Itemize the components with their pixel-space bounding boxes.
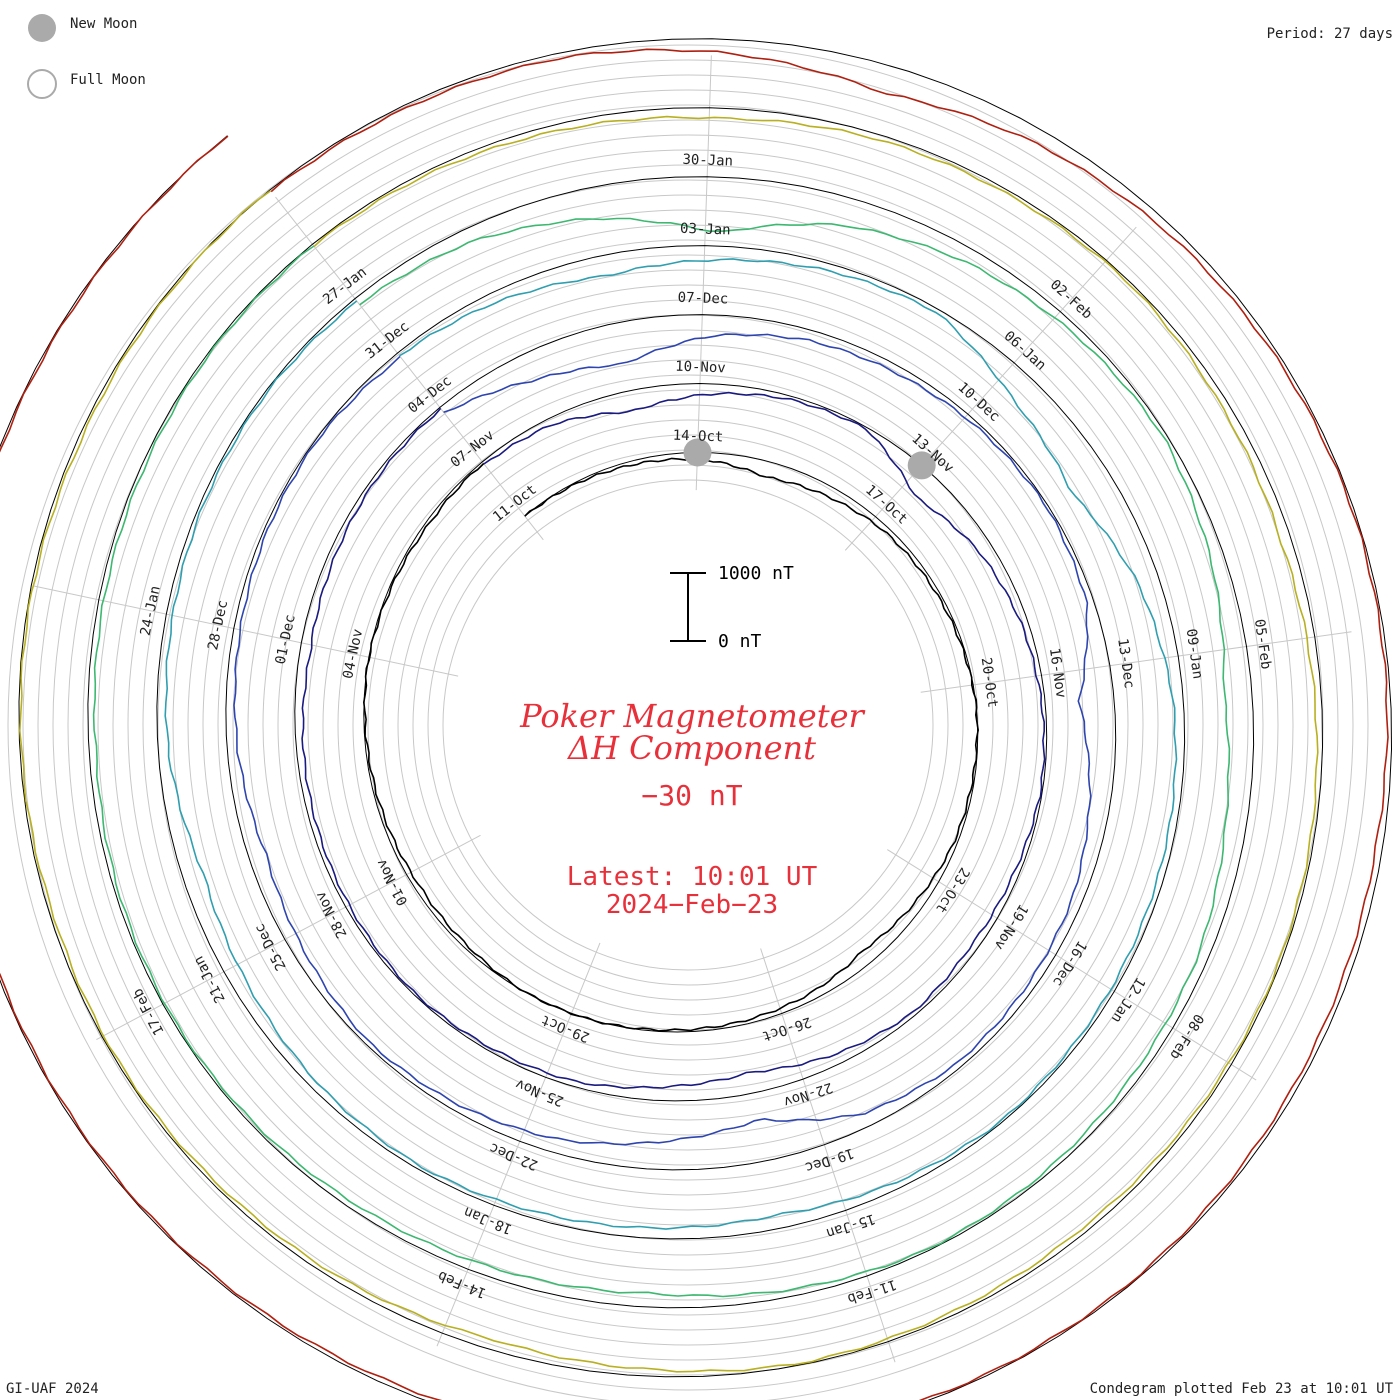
radial-line xyxy=(844,226,1137,551)
radial-day-lines xyxy=(32,55,1352,1363)
date-label: 17-Feb xyxy=(130,986,168,1038)
latest-time: Latest: 10:01 UT xyxy=(567,862,818,892)
radial-line xyxy=(275,196,544,541)
magnetometer-traces xyxy=(0,38,1393,1400)
date-label: 20-Oct xyxy=(978,656,1001,708)
date-label: 01-Dec xyxy=(273,613,299,666)
grid-circle xyxy=(322,359,1054,1091)
date-label: 08-Feb xyxy=(1166,1011,1206,1062)
date-label: 05-Feb xyxy=(1251,618,1274,670)
radial-line xyxy=(920,631,1352,693)
trace-turn-6 xyxy=(18,115,1319,1373)
trace-turn-3 xyxy=(233,333,1092,1146)
date-label: 13-Dec xyxy=(1114,637,1137,689)
date-label: 10-Nov xyxy=(675,359,726,377)
date-label: 10-Dec xyxy=(954,379,1002,425)
date-label: 22-Dec xyxy=(487,1139,540,1173)
grid-circle xyxy=(37,74,1339,1376)
grid-circle xyxy=(52,89,1324,1361)
grid-circle xyxy=(82,119,1294,1331)
full-moon-legend-label: Full Moon xyxy=(70,72,146,88)
grid-circle xyxy=(427,464,949,986)
grid-circle xyxy=(202,239,1174,1211)
grid-circle xyxy=(262,299,1114,1151)
trace-turn-4 xyxy=(164,258,1178,1230)
new-moon-marker xyxy=(907,451,936,480)
date-label: 12-Jan xyxy=(1108,974,1148,1025)
grid-circles xyxy=(7,44,1369,1400)
grid-circle xyxy=(142,179,1234,1271)
period-label: Period: 27 days xyxy=(1267,26,1393,42)
radial-line xyxy=(695,55,712,491)
grid-circle xyxy=(22,59,1354,1391)
grid-circle xyxy=(172,209,1204,1241)
grid-circle xyxy=(112,149,1264,1301)
date-label: 11-Oct xyxy=(490,482,540,526)
baseline-spiral xyxy=(0,38,1393,1400)
date-label: 28-Dec xyxy=(205,599,231,652)
new-moon-legend-icon xyxy=(28,14,56,42)
grid-circle xyxy=(292,329,1084,1121)
date-label: 07-Nov xyxy=(448,427,498,471)
grid-circle xyxy=(157,194,1219,1256)
grid-circle xyxy=(217,254,1159,1196)
grid-circle xyxy=(67,104,1309,1346)
grid-circle xyxy=(307,344,1069,1106)
grid-circle xyxy=(7,44,1369,1400)
scale-bottom-label: 0 nT xyxy=(718,631,762,652)
date-label: 04-Nov xyxy=(340,627,366,680)
date-label: 07-Dec xyxy=(677,290,728,308)
date-label: 02-Feb xyxy=(1047,277,1095,323)
date-label: 14-Feb xyxy=(436,1267,489,1301)
new-moon-marker xyxy=(683,438,712,467)
date-label: 03-Jan xyxy=(680,221,731,239)
radial-line xyxy=(887,849,1257,1081)
trace-turn-5 xyxy=(92,217,1231,1298)
grid-circle xyxy=(337,374,1039,1076)
date-label: 09-Jan xyxy=(1183,628,1206,680)
chart-title: Poker Magnetometer xyxy=(519,697,865,735)
scale-top-label: 1000 nT xyxy=(718,563,794,584)
date-label: 01-Nov xyxy=(374,856,412,908)
radial-line xyxy=(760,948,896,1363)
grid-circle xyxy=(187,224,1189,1226)
date-label: 25-Dec xyxy=(252,921,290,973)
chart-subtitle: ΔH Component xyxy=(566,729,816,767)
date-label: 14-Oct xyxy=(672,428,723,446)
date-label: 25-Nov xyxy=(513,1075,566,1109)
current-value: −30 nT xyxy=(641,779,742,812)
date-label: 19-Nov xyxy=(991,901,1031,952)
grid-circle xyxy=(97,134,1279,1316)
grid-circle xyxy=(442,479,934,971)
radial-line xyxy=(436,942,601,1347)
new-moon-legend-label: New Moon xyxy=(70,16,137,32)
date-label: 24-Jan xyxy=(138,584,164,637)
radial-line xyxy=(96,834,481,1040)
scale-bar xyxy=(670,572,706,642)
date-label: 16-Nov xyxy=(1046,647,1069,699)
grid-circle xyxy=(247,284,1129,1166)
trace-turn-7 xyxy=(0,48,1389,1400)
radial-line xyxy=(32,585,459,677)
grid-circle xyxy=(352,389,1024,1061)
grid-circle xyxy=(127,164,1249,1286)
latest-date: 2024−Feb−23 xyxy=(606,890,778,920)
footer-credit: GI-UAF 2024 xyxy=(6,1381,99,1397)
date-label: 30-Jan xyxy=(682,152,733,170)
moon-markers xyxy=(683,438,936,480)
trace-turn-2 xyxy=(301,391,1046,1090)
trace-turn-1 xyxy=(362,457,980,1032)
grid-circle xyxy=(367,404,1009,1046)
full-moon-legend-icon xyxy=(27,69,57,99)
footer-plotted: Condegram plotted Feb 23 at 10:01 UT xyxy=(1089,1381,1393,1397)
grid-circle xyxy=(232,269,1144,1181)
